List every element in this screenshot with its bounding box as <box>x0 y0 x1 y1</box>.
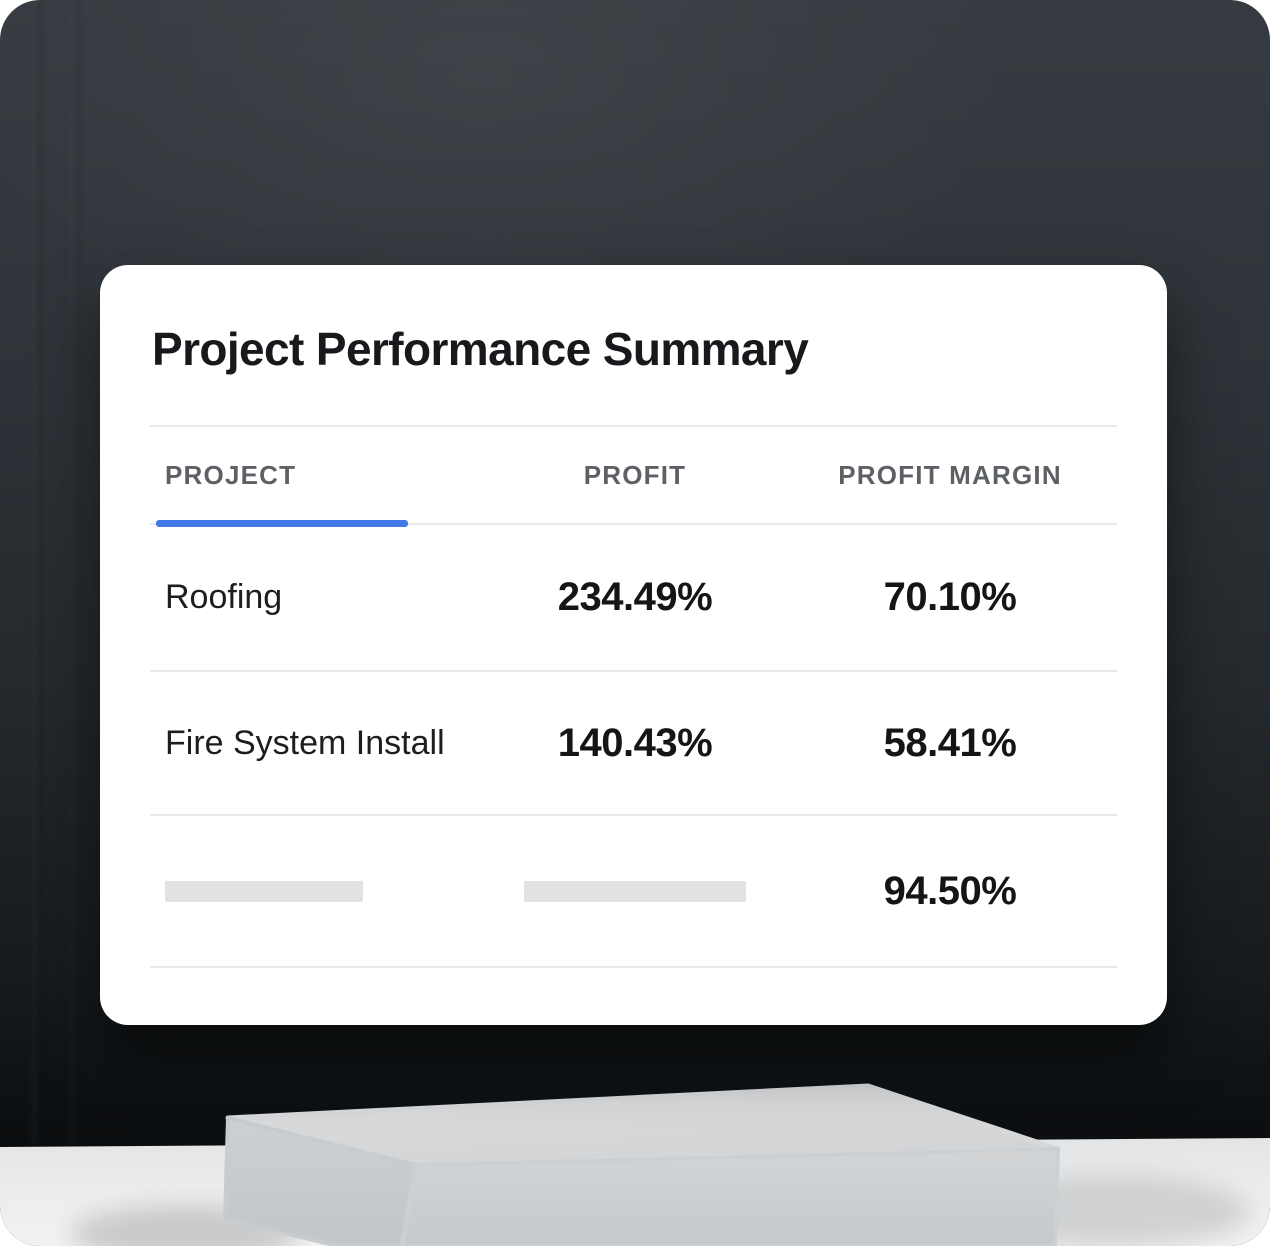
column-header-profit[interactable]: PROFIT <box>583 459 687 490</box>
podium-front-face <box>400 1147 1060 1246</box>
project-name-cell: Fire System Install <box>165 723 445 762</box>
table-row[interactable]: Fire System Install 140.43% 58.41% <box>150 672 1117 816</box>
skeleton-placeholder-bar <box>165 880 363 902</box>
profit-margin-cell: 58.41% <box>883 720 1017 765</box>
column-header-project[interactable]: PROJECT <box>165 459 297 490</box>
wall-panel-seam <box>70 0 80 1246</box>
project-name-cell: Roofing <box>165 578 283 616</box>
project-name-cell <box>150 880 510 902</box>
active-column-underline <box>156 520 408 527</box>
profit-cell <box>510 880 760 902</box>
wall-panel-seam <box>32 0 42 1246</box>
project-table: PROJECT PROFIT PROFIT MARGIN Roofing 234… <box>150 425 1117 968</box>
profit-margin-cell: 94.50% <box>883 868 1017 913</box>
project-performance-card: Project Performance Summary PROJECT PROF… <box>100 265 1167 1025</box>
skeleton-placeholder-bar <box>524 880 746 902</box>
column-header-profit-margin[interactable]: PROFIT MARGIN <box>838 459 1062 490</box>
table-row[interactable]: Roofing 234.49% 70.10% <box>150 525 1117 672</box>
profit-margin-cell: 70.10% <box>883 575 1017 619</box>
profit-cell: 234.49% <box>557 575 713 619</box>
podium-left-face <box>223 1116 418 1246</box>
card-title: Project Performance Summary <box>152 323 809 375</box>
table-row[interactable]: 94.50% <box>150 816 1117 968</box>
profit-cell: 140.43% <box>557 720 713 765</box>
table-header-row: PROJECT PROFIT PROFIT MARGIN <box>150 425 1117 527</box>
